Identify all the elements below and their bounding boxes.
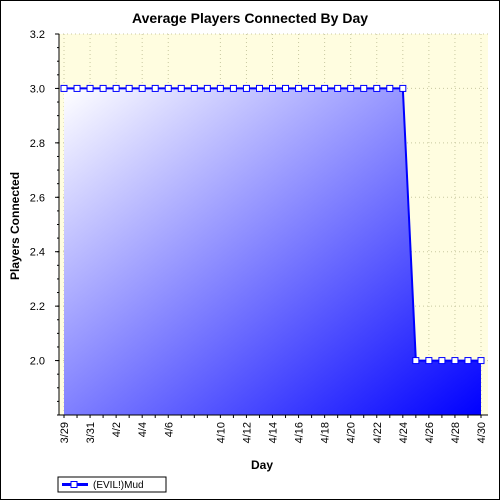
data-point-marker: [203, 84, 211, 92]
y-tick-label: 2.4: [30, 247, 45, 259]
x-tick-label: 4/26: [424, 422, 436, 443]
x-tick-label: 4/6: [163, 422, 175, 437]
data-point-marker: [242, 84, 250, 92]
data-point-marker: [86, 84, 94, 92]
data-point-marker: [360, 84, 368, 92]
data-point-marker: [386, 84, 394, 92]
y-tick-label: 3.0: [30, 83, 45, 95]
y-tick-label: 2.0: [30, 356, 45, 368]
x-tick-label: 4/14: [268, 422, 280, 443]
x-tick-label: 3/31: [85, 422, 97, 443]
data-point-marker: [295, 84, 303, 92]
y-tick-label: 3.2: [30, 29, 45, 41]
legend-marker-swatch: [70, 481, 78, 488]
y-axis-title: Players Connected: [8, 172, 22, 280]
data-point-marker: [216, 84, 224, 92]
data-point-marker: [125, 84, 133, 92]
data-point-marker: [177, 84, 185, 92]
y-tick-label: 2.6: [30, 192, 45, 204]
data-point-marker: [451, 357, 459, 365]
data-point-marker: [321, 84, 329, 92]
x-tick-label: 4/28: [450, 422, 462, 443]
series-area: [64, 88, 481, 415]
data-point-marker: [164, 84, 172, 92]
chart-title: Average Players Connected By Day: [132, 10, 368, 26]
x-axis-ticks: 3/29 3/31 4/2 4/4 4/6 4/10 4/12 4/14 4/16 4/18 4/2…: [59, 415, 488, 443]
data-point-marker: [412, 357, 420, 365]
data-point-marker: [138, 84, 146, 92]
legend: (EVIL!)Mud: [57, 476, 167, 493]
x-tick-label: 4/12: [241, 422, 253, 443]
x-tick-label: 4/22: [372, 422, 384, 443]
data-point-marker: [464, 357, 472, 365]
data-point-marker: [60, 84, 68, 92]
data-point-marker: [255, 84, 263, 92]
data-point-marker: [229, 84, 237, 92]
data-point-marker: [99, 84, 107, 92]
x-tick-label: 4/4: [137, 422, 149, 437]
data-point-marker: [347, 84, 355, 92]
legend-label: (EVIL!)Mud: [93, 480, 144, 491]
data-point-marker: [190, 84, 198, 92]
y-tick-label: 2.2: [30, 301, 45, 313]
x-tick-label: 4/16: [294, 422, 306, 443]
x-tick-label: 4/18: [320, 422, 332, 443]
data-point-marker: [269, 84, 276, 92]
series-markers: [60, 84, 485, 365]
data-point-marker: [425, 357, 433, 365]
data-point-marker: [73, 84, 81, 92]
data-point-marker: [151, 84, 159, 92]
x-tick-label: 4/2: [111, 422, 123, 437]
data-point-marker: [282, 84, 290, 92]
x-tick-label: 4/20: [346, 422, 358, 443]
legend-box: [57, 476, 167, 493]
y-tick-label: 2.8: [30, 138, 45, 150]
x-tick-label: 3/29: [59, 422, 71, 443]
data-point-marker: [477, 357, 485, 365]
data-point-marker: [399, 84, 407, 92]
data-point-marker: [334, 84, 342, 92]
x-tick-label: 4/10: [215, 422, 227, 443]
data-point-marker: [308, 84, 316, 92]
data-point-marker: [438, 357, 446, 365]
data-point-marker: [373, 84, 381, 92]
x-axis-title: Day: [251, 458, 273, 472]
x-tick-label: 4/24: [398, 422, 410, 443]
y-axis-ticks: 2.0 2.2 2.4 2.6 2.8 3.0 3.2: [30, 29, 59, 416]
x-tick-label: 4/30: [476, 422, 488, 443]
data-point-marker: [112, 84, 120, 92]
